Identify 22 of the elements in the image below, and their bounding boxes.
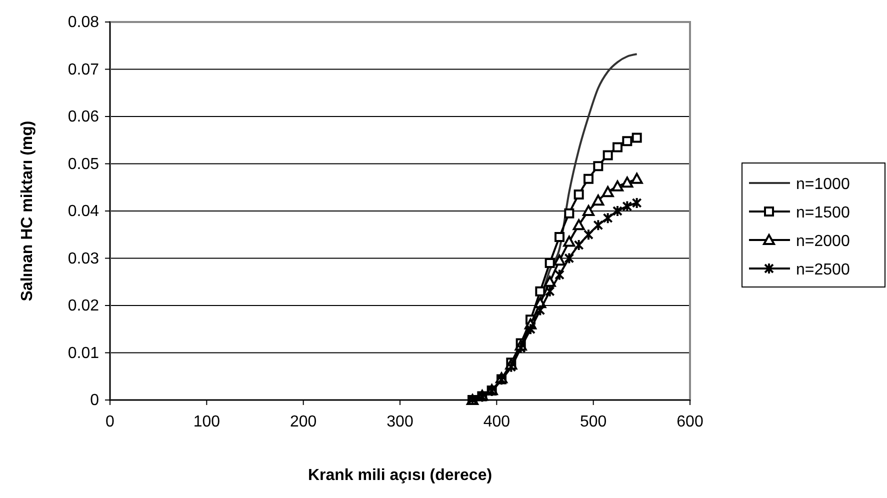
y-tick-label: 0.02 <box>68 298 100 315</box>
x-tick-label: 500 <box>580 413 607 430</box>
y-tick-label: 0.08 <box>68 14 100 32</box>
x-tick-label: 400 <box>483 413 510 430</box>
y-axis-title: Salınan HC miktarı (mg) <box>19 120 36 302</box>
x-tick-label: 0 <box>106 413 115 430</box>
x-tick-label: 200 <box>290 413 317 430</box>
y-tick-label: 0.05 <box>68 156 100 173</box>
x-tick-label: 600 <box>676 413 704 430</box>
legend-label: n=1500 <box>796 204 850 222</box>
y-tick-label: 0.01 <box>68 344 100 362</box>
x-axis-title: Krank mili açısı (derece) <box>308 467 492 484</box>
y-tick-label: 0.04 <box>68 203 100 220</box>
x-tick-label: 100 <box>193 413 220 430</box>
y-tick-label: 0 <box>90 392 100 410</box>
legend-label: n=2500 <box>796 262 850 278</box>
y-tick-label: 0.03 <box>68 250 100 268</box>
y-tick-label: 0.07 <box>68 61 100 78</box>
y-tick-label: 0.06 <box>68 108 100 126</box>
legend-label: n=1000 <box>796 176 850 193</box>
legend-label: n=2000 <box>796 233 850 250</box>
x-tick-label: 300 <box>386 413 414 430</box>
